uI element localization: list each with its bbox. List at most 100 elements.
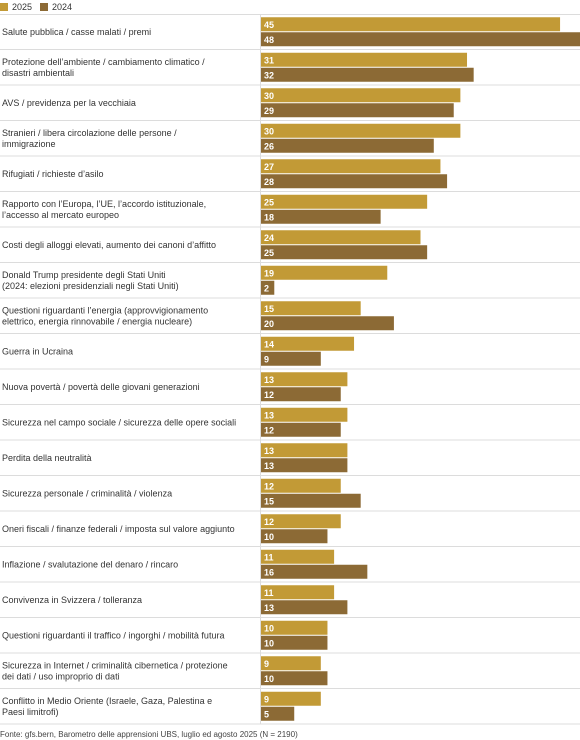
category-label-line: (2024: elezioni presidenziali negli Stat… [2,281,179,291]
bar-value-label: 30 [264,91,274,101]
bar-value-label: 9 [264,694,269,704]
category-label-line: disastri ambientali [2,68,74,78]
category-label-line: l’accesso al mercato europeo [2,210,119,220]
bar-2025 [261,478,341,493]
bar-value-label: 9 [264,354,269,364]
bar-2024 [261,174,448,189]
category-label: Convivenza in Svizzera / tolleranza [2,595,142,605]
category-label-line: Inflazione / svalutazione del denaro / r… [2,559,178,569]
category-label: Protezione dell’ambiente / cambiamento c… [2,57,205,78]
bar-2024 [261,245,428,260]
bar-2024 [261,316,394,331]
category-label-line: Perdita della neutralità [2,453,92,463]
bar-value-label: 10 [264,674,274,684]
category-label: Donald Trump presidente degli Stati Unit… [2,270,179,291]
bar-2025 [261,372,348,387]
category-label-line: dei dati / uso improprio di dati [2,671,120,681]
bar-value-label: 13 [264,461,274,471]
bar-2024 [261,280,275,295]
category-label-line: elettrico, energia rinnovabile / energia… [2,316,192,326]
bar-value-label: 16 [264,567,274,577]
legend-item-2024: 2024 [40,2,72,12]
bar-2025 [261,88,461,103]
legend-item-2025: 2025 [0,2,32,12]
bar-2025 [261,159,441,174]
bar-2025 [261,265,388,280]
bar-2025 [261,443,348,458]
bar-value-label: 13 [264,410,274,420]
category-label-line: Oneri fiscali / finanze federali / impos… [2,524,235,534]
legend-swatch-2024 [40,3,49,11]
bar-2024 [261,671,328,686]
bar-2024 [261,387,341,402]
bar-value-label: 25 [264,197,274,207]
bar-2024 [261,103,454,118]
bar-value-label: 2 [264,283,269,293]
bar-2024 [261,529,328,544]
category-label-line: Questioni riguardanti il traffico / ingo… [2,630,224,640]
category-label-line: Sicurezza nel campo sociale / sicurezza … [2,417,236,427]
bar-2025 [261,52,468,67]
bar-value-label: 12 [264,517,274,527]
bar-value-label: 24 [264,233,274,243]
bar-2025 [261,620,328,635]
category-label-line: Salute pubblica / casse malati / premi [2,27,151,37]
category-label: Rifugiati / richieste d’asilo [2,169,104,179]
bar-2024 [261,138,434,153]
bar-2024 [261,706,295,721]
bar-value-label: 25 [264,248,274,258]
category-label-line: Conflitto in Medio Oriente (Israele, Gaz… [2,696,212,706]
legend-label-2024: 2024 [52,2,73,12]
category-label-line: Sicurezza personale / criminalità / viol… [2,488,172,498]
category-label: Conflitto in Medio Oriente (Israele, Gaz… [2,696,212,717]
bar-value-label: 12 [264,390,274,400]
bar-2025 [261,585,335,600]
bar-2024 [261,635,328,650]
bar-2025 [261,691,321,706]
bar-value-label: 26 [264,141,274,151]
bar-value-label: 29 [264,106,274,116]
bar-value-label: 30 [264,126,274,136]
category-label: Guerra in Ucraina [2,346,73,356]
category-label-line: Protezione dell’ambiente / cambiamento c… [2,57,205,67]
bar-value-label: 28 [264,177,274,187]
category-label-line: AVS / previdenza per la vecchiaia [2,98,136,108]
bar-value-label: 18 [264,212,274,222]
bar-value-label: 45 [264,20,274,30]
bar-value-label: 32 [264,70,274,80]
category-label: Nuova povertà / povertà delle giovani ge… [2,382,200,392]
bar-2025 [261,407,348,422]
bar-2025 [261,336,355,351]
bar-value-label: 10 [264,623,274,633]
bar-2025 [261,301,361,316]
bar-value-label: 48 [264,35,274,45]
bar-value-label: 14 [264,339,274,349]
bar-2024 [261,600,348,615]
bar-value-label: 9 [264,659,269,669]
bar-2024 [261,67,474,82]
bar-2024 [261,209,381,224]
bar-2025 [261,194,428,209]
category-label-line: Rifugiati / richieste d’asilo [2,169,104,179]
category-label: Salute pubblica / casse malati / premi [2,27,151,37]
bar-2025 [261,514,341,529]
category-label: AVS / previdenza per la vecchiaia [2,98,136,108]
legend-label-2025: 2025 [12,2,33,12]
category-label-line: Stranieri / libera circolazione delle pe… [2,128,177,138]
category-label-line: Donald Trump presidente degli Stati Unit… [2,270,166,280]
source-note: Fonte: gfs.bern, Barometro delle apprens… [0,730,298,739]
bar-2025 [261,123,461,138]
bar-value-label: 19 [264,268,274,278]
bar-value-label: 5 [264,709,269,719]
category-label: Stranieri / libera circolazione delle pe… [2,128,177,149]
bar-value-label: 15 [264,496,274,506]
bar-2025 [261,230,421,245]
bar-value-label: 10 [264,532,274,542]
bar-2024 [261,422,341,437]
bar-value-label: 15 [264,304,274,314]
bar-value-label: 31 [264,55,274,65]
bar-value-label: 13 [264,603,274,613]
bar-value-label: 11 [264,588,274,598]
bar-value-label: 10 [264,638,274,648]
category-label-line: Sicurezza in Internet / criminalità cibe… [2,660,228,670]
